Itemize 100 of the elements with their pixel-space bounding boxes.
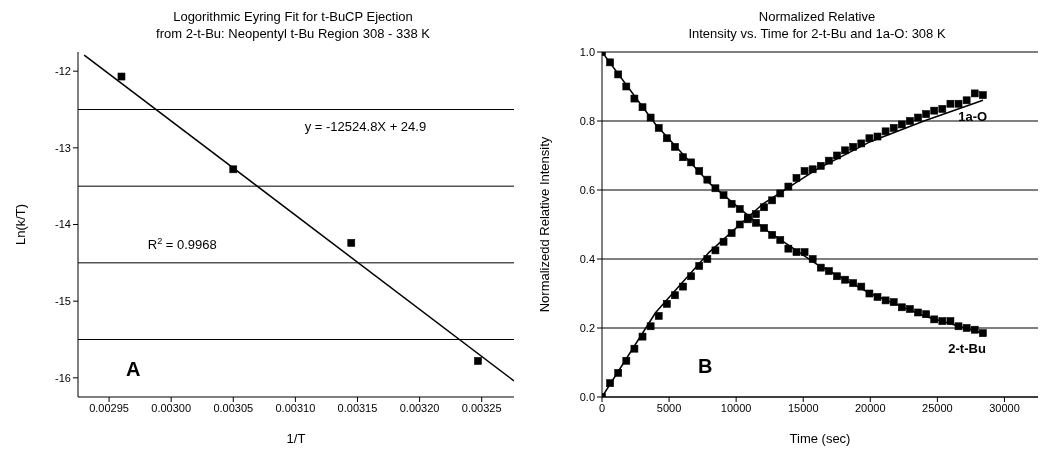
point xyxy=(898,303,906,312)
annotation: R$^{2}$ = 0.9968 xyxy=(147,235,217,252)
x-axis-title: Time (sec) xyxy=(789,431,851,446)
point xyxy=(671,143,679,151)
x-tick-label: 0.00315 xyxy=(337,401,378,414)
point xyxy=(800,248,809,256)
annotation: y = -12524.8X + 24.9 xyxy=(304,119,427,135)
x-tick-label: 25000 xyxy=(922,401,953,414)
series-label: 1a-O xyxy=(958,108,988,124)
chart-title: Logorithmic Eyring Fit for t-BuCP Ejection from 2-t-Bu: Neopentyl t-Bu Region 308 - 338 K xyxy=(155,8,431,43)
y-axis-title: Ln(k/T) xyxy=(12,203,28,246)
point xyxy=(979,329,987,337)
x-tick-label: 0.00305 xyxy=(213,401,254,414)
point xyxy=(687,272,695,281)
x-tick-label: 0 xyxy=(598,401,606,414)
point xyxy=(695,167,704,175)
point xyxy=(727,200,736,208)
point xyxy=(816,263,825,272)
y-tick-label: 0.2 xyxy=(579,321,595,334)
x-tick-label: 0.00325 xyxy=(461,401,502,414)
point xyxy=(630,344,639,353)
point xyxy=(776,189,785,198)
point xyxy=(735,205,744,213)
chart-title: Normalized Relative Intensity vs. Time for 2-t-Bu and 1a-O: 308 K xyxy=(687,8,947,43)
point xyxy=(671,291,679,300)
y-tick-label: -16 xyxy=(55,371,71,384)
point xyxy=(849,143,857,151)
point xyxy=(930,315,939,324)
point xyxy=(687,158,695,167)
x-tick-label: 0.00300 xyxy=(151,401,192,414)
point xyxy=(630,94,639,103)
y-tick-label: 0.8 xyxy=(579,114,595,127)
point xyxy=(474,357,482,365)
point xyxy=(800,167,809,175)
point xyxy=(654,124,663,132)
x-tick-label: 10000 xyxy=(720,401,752,414)
point xyxy=(889,298,898,306)
point xyxy=(946,317,955,325)
y-axis-title: Normalizedd Relative Intensity xyxy=(536,136,552,313)
point xyxy=(622,356,631,365)
point xyxy=(638,332,647,341)
point xyxy=(841,146,849,155)
point xyxy=(760,203,768,212)
point xyxy=(711,246,720,255)
point xyxy=(849,279,857,287)
point xyxy=(735,220,744,229)
point xyxy=(792,248,801,256)
point xyxy=(784,244,793,253)
point xyxy=(808,255,817,263)
point xyxy=(906,117,914,125)
point xyxy=(768,196,776,205)
point xyxy=(946,99,955,108)
point xyxy=(898,120,906,129)
point xyxy=(808,165,817,174)
point xyxy=(784,182,793,191)
point xyxy=(841,275,849,284)
point xyxy=(646,322,655,331)
point xyxy=(703,255,712,263)
point xyxy=(776,236,785,244)
point xyxy=(760,224,768,232)
point xyxy=(654,312,663,320)
point xyxy=(825,267,833,275)
point xyxy=(727,229,736,237)
point xyxy=(970,325,979,334)
point xyxy=(954,322,963,331)
point xyxy=(865,134,874,143)
point xyxy=(922,110,930,118)
point xyxy=(833,272,841,281)
point xyxy=(816,162,825,170)
point xyxy=(606,58,614,67)
point xyxy=(614,369,623,377)
point xyxy=(873,132,882,141)
y-tick-label: 0.4 xyxy=(579,252,595,265)
point xyxy=(679,153,687,162)
point xyxy=(606,379,614,387)
point xyxy=(663,300,671,308)
point xyxy=(825,156,833,165)
point xyxy=(117,72,126,81)
point xyxy=(962,96,971,105)
point xyxy=(752,210,760,218)
point xyxy=(865,289,874,298)
point xyxy=(970,89,979,98)
x-tick-label: 0.00320 xyxy=(399,401,440,414)
point xyxy=(719,191,728,199)
point xyxy=(962,324,971,332)
x-axis-title: 1/T xyxy=(286,431,306,446)
x-tick-label: 30000 xyxy=(989,401,1020,414)
y-tick-label: -14 xyxy=(55,218,71,231)
x-tick-label: 0.00295 xyxy=(89,401,129,414)
point xyxy=(719,237,728,246)
point xyxy=(906,305,914,313)
point xyxy=(614,70,623,79)
point xyxy=(930,106,939,115)
point xyxy=(914,308,922,317)
point xyxy=(938,317,947,325)
x-tick-label: 0.00310 xyxy=(275,401,316,414)
point xyxy=(768,231,776,239)
point xyxy=(622,82,631,91)
point xyxy=(229,165,238,174)
point xyxy=(954,99,963,108)
